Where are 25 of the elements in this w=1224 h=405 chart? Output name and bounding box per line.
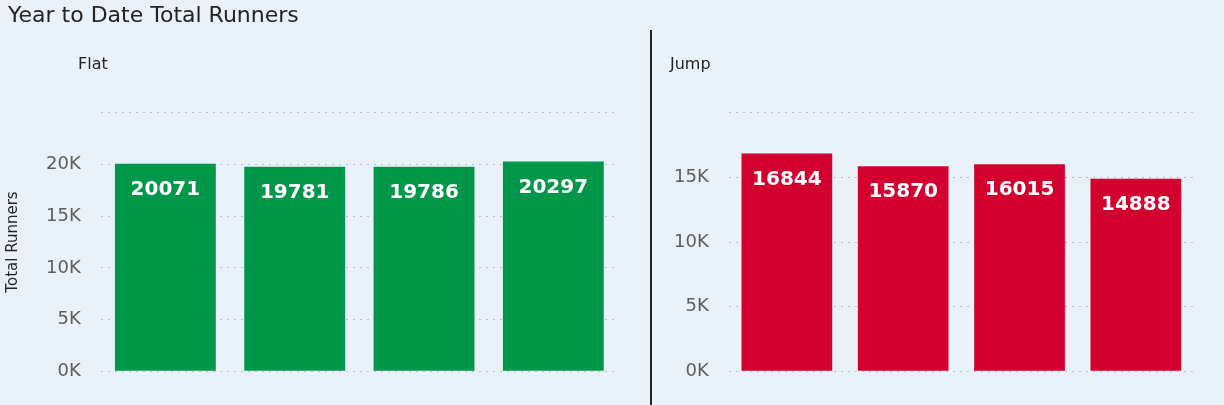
data-label: 20071: [130, 175, 201, 200]
bar: [1090, 178, 1182, 371]
bar: [974, 164, 1065, 371]
bar: [857, 166, 949, 371]
chart-subtitle: Flat: [78, 54, 108, 73]
y-tick-label: 5K: [685, 294, 710, 316]
bar: [741, 153, 833, 371]
chart-title: Year to Date Total Runners: [8, 2, 299, 27]
data-label: 16844: [752, 165, 822, 190]
data-label: 19781: [259, 178, 330, 203]
data-label: 16015: [984, 176, 1055, 201]
data-label: 14888: [1101, 191, 1171, 216]
y-tick-label: 15K: [673, 165, 710, 187]
y-tick-label: 0K: [685, 358, 710, 380]
chart-subtitle: Jump: [670, 54, 711, 73]
y-tick-label: 10K: [45, 255, 82, 277]
y-axis-title: Total Runners: [2, 191, 21, 294]
data-label: 15870: [868, 178, 938, 203]
y-tick-label: 20K: [45, 152, 82, 174]
y-tick-label: 0K: [57, 358, 82, 380]
data-label: 19786: [389, 178, 459, 203]
y-tick-label: 5K: [57, 307, 82, 329]
y-tick-label: 15K: [45, 203, 82, 225]
data-label: 20297: [518, 173, 589, 198]
y-tick-label: 10K: [673, 229, 710, 251]
